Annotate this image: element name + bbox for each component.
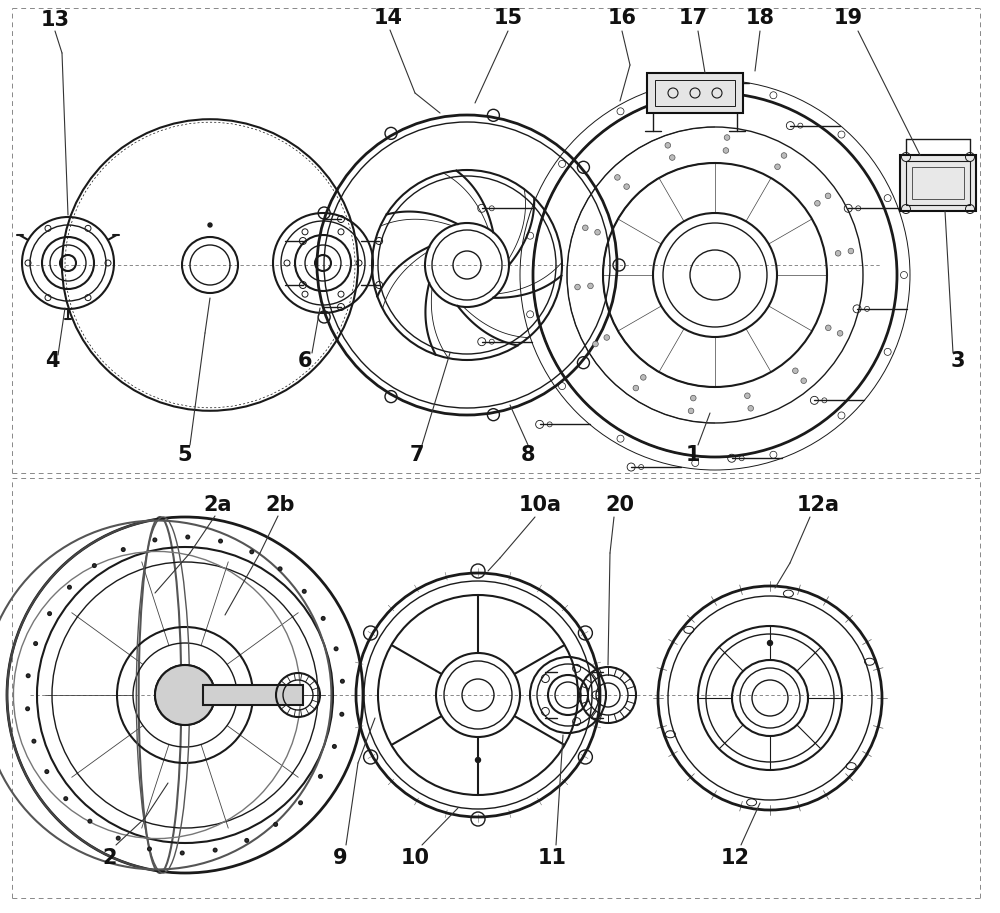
Text: 18: 18 — [746, 8, 774, 28]
Circle shape — [278, 567, 282, 571]
Circle shape — [88, 819, 92, 823]
Circle shape — [116, 836, 120, 840]
Circle shape — [745, 393, 750, 399]
Circle shape — [155, 665, 215, 725]
Circle shape — [121, 548, 125, 551]
Circle shape — [333, 745, 336, 749]
Circle shape — [153, 538, 157, 541]
Circle shape — [321, 616, 325, 620]
Circle shape — [665, 142, 671, 148]
Circle shape — [213, 848, 217, 852]
Circle shape — [724, 135, 730, 141]
Circle shape — [837, 331, 843, 336]
Circle shape — [615, 174, 620, 180]
Circle shape — [835, 250, 841, 256]
Text: 14: 14 — [374, 8, 402, 28]
Circle shape — [825, 193, 831, 199]
Text: 16: 16 — [608, 8, 637, 28]
Text: 19: 19 — [833, 8, 863, 28]
Text: 8: 8 — [521, 445, 535, 465]
Circle shape — [624, 184, 629, 189]
Circle shape — [250, 550, 254, 553]
Circle shape — [26, 674, 30, 677]
Text: 13: 13 — [40, 10, 70, 30]
Circle shape — [748, 405, 754, 411]
Text: 11: 11 — [538, 848, 566, 868]
Circle shape — [669, 154, 675, 161]
Bar — [647, 73, 743, 113]
Text: 1: 1 — [686, 445, 700, 465]
Circle shape — [32, 740, 36, 743]
Text: 5: 5 — [178, 445, 192, 465]
Circle shape — [68, 585, 71, 589]
Text: 12a: 12a — [796, 495, 840, 515]
Circle shape — [690, 395, 696, 401]
Circle shape — [775, 164, 780, 170]
Text: 15: 15 — [493, 8, 523, 28]
Circle shape — [723, 148, 729, 153]
Text: 7: 7 — [410, 445, 424, 465]
Circle shape — [768, 641, 772, 645]
Circle shape — [341, 679, 344, 683]
Circle shape — [274, 823, 277, 826]
Text: 2: 2 — [103, 848, 117, 868]
Text: 3: 3 — [951, 351, 965, 371]
Bar — [203, 685, 303, 705]
Bar — [900, 155, 976, 211]
Circle shape — [593, 341, 598, 347]
Text: 9: 9 — [333, 848, 347, 868]
Circle shape — [180, 851, 184, 855]
Text: 20: 20 — [606, 495, 635, 515]
Text: 17: 17 — [678, 8, 708, 28]
Circle shape — [476, 758, 480, 762]
Circle shape — [595, 229, 600, 235]
Circle shape — [245, 839, 249, 842]
Bar — [906, 161, 970, 205]
Circle shape — [219, 540, 222, 543]
Circle shape — [340, 712, 344, 716]
Circle shape — [302, 590, 306, 593]
Text: 6: 6 — [298, 351, 312, 371]
Circle shape — [299, 801, 302, 804]
Circle shape — [801, 378, 807, 383]
Circle shape — [583, 225, 588, 231]
Text: 2b: 2b — [265, 495, 295, 515]
Text: 2a: 2a — [204, 495, 232, 515]
Circle shape — [848, 248, 854, 254]
Circle shape — [815, 201, 820, 206]
Circle shape — [148, 847, 151, 851]
Text: 12: 12 — [720, 848, 750, 868]
Circle shape — [688, 408, 694, 414]
Circle shape — [45, 770, 49, 773]
Bar — [912, 167, 964, 199]
Circle shape — [93, 563, 96, 567]
Circle shape — [48, 612, 51, 615]
Circle shape — [633, 385, 639, 391]
Circle shape — [575, 284, 580, 289]
Circle shape — [34, 642, 37, 645]
Circle shape — [781, 152, 787, 158]
Circle shape — [825, 325, 831, 331]
Bar — [655, 80, 735, 106]
Circle shape — [641, 374, 646, 380]
Text: 4: 4 — [45, 351, 59, 371]
Circle shape — [64, 797, 68, 801]
Circle shape — [319, 774, 322, 778]
Circle shape — [793, 368, 798, 373]
Circle shape — [334, 647, 338, 651]
Circle shape — [186, 535, 190, 539]
Text: 10: 10 — [400, 848, 430, 868]
Circle shape — [604, 335, 610, 341]
Circle shape — [26, 707, 29, 710]
Circle shape — [588, 283, 593, 289]
Text: 10a: 10a — [518, 495, 562, 515]
Circle shape — [208, 223, 212, 227]
